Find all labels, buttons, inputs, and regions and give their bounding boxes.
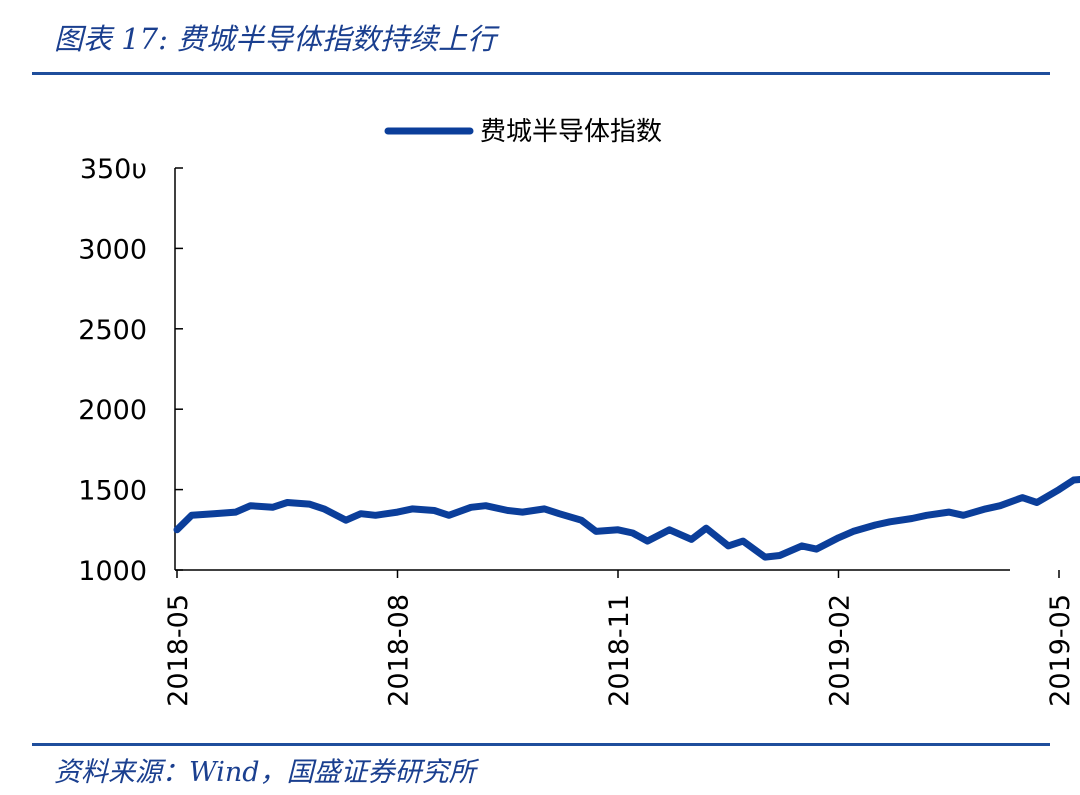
bottom-rule <box>32 743 1050 746</box>
source-note: 资料来源：Wind，国盛证券研究所 <box>54 757 476 788</box>
series-line-sox-index <box>173 476 1080 561</box>
y-tick-label: 350υ <box>80 154 147 185</box>
y-tick-label: 1000 <box>78 556 147 587</box>
top-rule <box>32 72 1050 75</box>
figure-title: 图表 17: 费城半导体指数持续上行 <box>54 16 496 58</box>
legend-label: 费城半导体指数 <box>480 117 662 147</box>
figure-title-text: 费城半导体指数持续上行 <box>177 22 497 56</box>
x-tick-label: 2019-05 <box>1045 594 1076 707</box>
figure-label: 图表 17: <box>54 22 168 56</box>
x-tick-label: 2018-05 <box>163 594 194 707</box>
y-tick-label: 2000 <box>78 395 147 426</box>
y-tick-label: 2500 <box>78 315 147 346</box>
x-tick-label: 2018-08 <box>384 594 415 707</box>
x-tick-label: 2018-11 <box>604 594 635 707</box>
y-tick-label: 1500 <box>78 476 147 507</box>
y-tick-label: 3000 <box>78 234 147 265</box>
x-tick-label: 2019-02 <box>825 594 856 707</box>
